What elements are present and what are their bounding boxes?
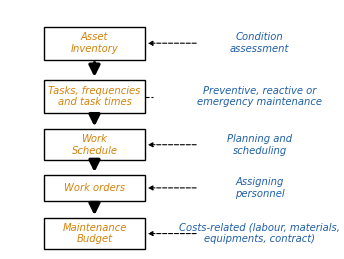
Text: Planning and
scheduling: Planning and scheduling bbox=[227, 134, 292, 155]
Text: Preventive, reactive or
emergency maintenance: Preventive, reactive or emergency mainte… bbox=[197, 86, 322, 107]
Text: Condition
assessment: Condition assessment bbox=[230, 32, 289, 54]
Text: Tasks, frequencies
and task times: Tasks, frequencies and task times bbox=[48, 86, 141, 107]
Text: Costs-related (labour, materials,
equipments, contract): Costs-related (labour, materials, equipm… bbox=[179, 223, 340, 244]
Bar bbox=[44, 130, 145, 160]
Bar bbox=[44, 27, 145, 60]
Bar bbox=[44, 80, 145, 113]
Text: Maintenance
Budget: Maintenance Budget bbox=[62, 223, 127, 244]
Text: Assigning
personnel: Assigning personnel bbox=[235, 177, 284, 199]
Text: Work
Schedule: Work Schedule bbox=[72, 134, 117, 155]
Bar bbox=[44, 175, 145, 200]
Text: Work orders: Work orders bbox=[64, 183, 125, 193]
Text: Asset
Inventory: Asset Inventory bbox=[71, 32, 118, 54]
Bar bbox=[44, 218, 145, 249]
